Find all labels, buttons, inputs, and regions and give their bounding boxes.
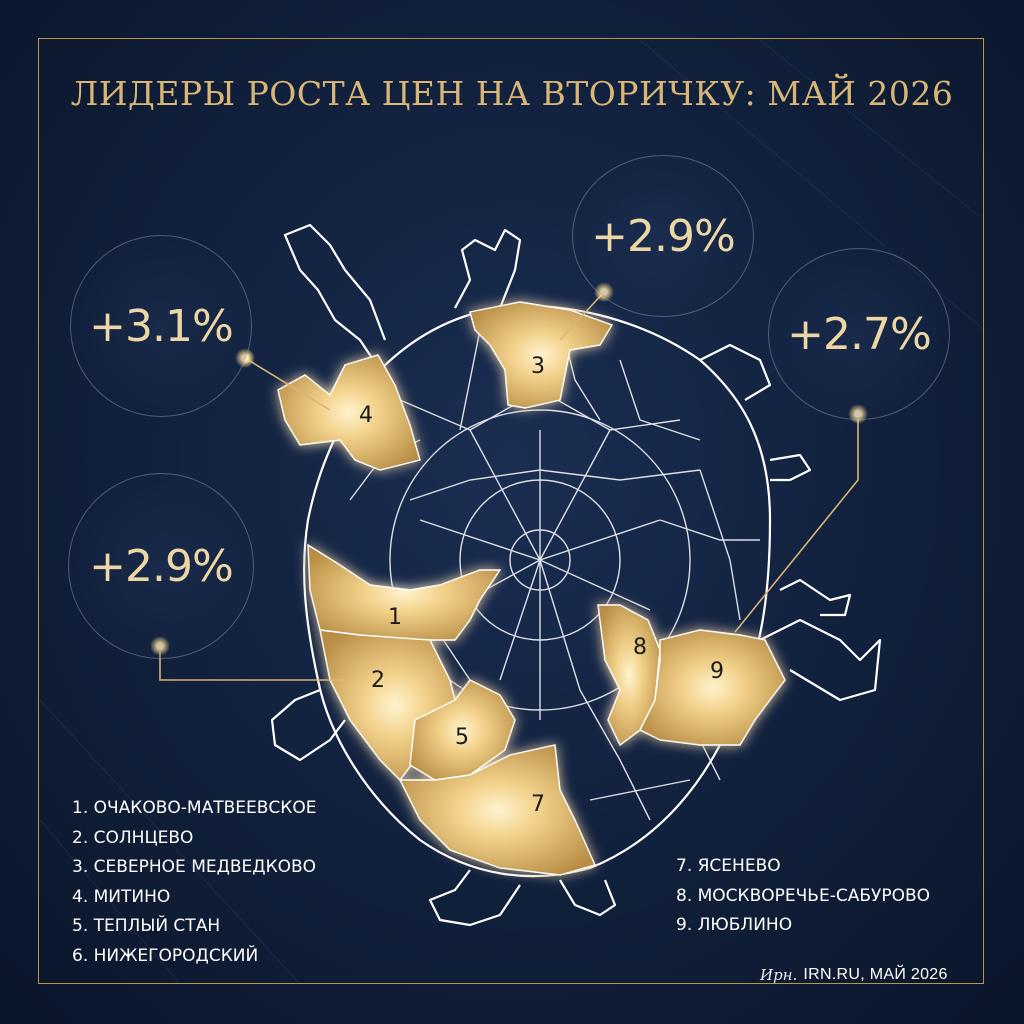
marker-5: 5 <box>455 725 469 750</box>
source-credit: Ирн. IRN.RU, МАЙ 2026 <box>760 966 948 984</box>
marker-8: 8 <box>633 635 647 660</box>
legend-item: 4. МИТИНО <box>72 886 171 907</box>
legend-item: 9. ЛЮБЛИНО <box>676 915 793 935</box>
marker-2: 2 <box>371 668 385 693</box>
callout-value: +3.1% <box>89 300 234 352</box>
callout-value: +2.9% <box>89 540 234 592</box>
signature: Ирн. <box>760 966 798 984</box>
legend-item: 3. СЕВЕРНОЕ МЕДВЕДКОВО <box>72 857 317 877</box>
marker-3: 3 <box>531 354 545 379</box>
callout-lyublino: +2.7% <box>768 248 950 420</box>
city-outline <box>270 223 882 927</box>
marker-1: 1 <box>388 605 402 630</box>
highlighted-districts <box>277 301 786 876</box>
legend-item: 6. НИЖЕГОРОДСКИЙ <box>72 945 259 966</box>
page-title: ЛИДЕРЫ РОСТА ЦЕН НА ВТОРИЧКУ: МАЙ 2026 <box>70 74 954 113</box>
district-numbers: 1 2 3 4 5 7 8 9 <box>359 354 724 817</box>
legend-item: 5. ТЕПЛЫЙ СТАН <box>72 916 221 936</box>
district-5-teply-stan <box>409 679 516 781</box>
legend-right: 7. ЯСЕНЕВО 8. МОСКВОРЕЧЬЕ-САБУРОВО 9. ЛЮ… <box>676 852 930 941</box>
district-3-severnoe-medvedkovo <box>469 301 614 409</box>
district-9-lyublino <box>639 629 786 746</box>
legend-left: 1. ОЧАКОВО-МАТВЕЕВСКОЕ 2. СОЛНЦЕВО 3. СЕ… <box>72 794 316 971</box>
legend-item: 1. ОЧАКОВО-МАТВЕЕВСКОЕ <box>72 798 317 818</box>
marker-9: 9 <box>710 659 724 684</box>
legend-item: 8. МОСКВОРЕЧЬЕ-САБУРОВО <box>676 885 931 906</box>
callout-severnoe-medvedkovo: +2.9% <box>572 155 754 317</box>
district-7-yasenevo <box>398 744 596 876</box>
marker-7: 7 <box>531 792 545 817</box>
credit-text: IRN.RU, МАЙ 2026 <box>803 966 948 983</box>
callout-value: +2.9% <box>591 210 736 262</box>
district-4-mitino <box>277 354 421 471</box>
legend-item: 2. СОЛНЦЕВО <box>72 827 194 848</box>
district-1-ochakovo <box>307 543 502 641</box>
callout-mitino: +3.1% <box>70 235 252 417</box>
callout-value: +2.7% <box>787 308 932 360</box>
gold-frame <box>38 38 984 984</box>
marker-4: 4 <box>359 403 373 428</box>
callout-solntsevo: +2.9% <box>68 473 254 659</box>
legend-item: 7. ЯСЕНЕВО <box>676 856 781 876</box>
